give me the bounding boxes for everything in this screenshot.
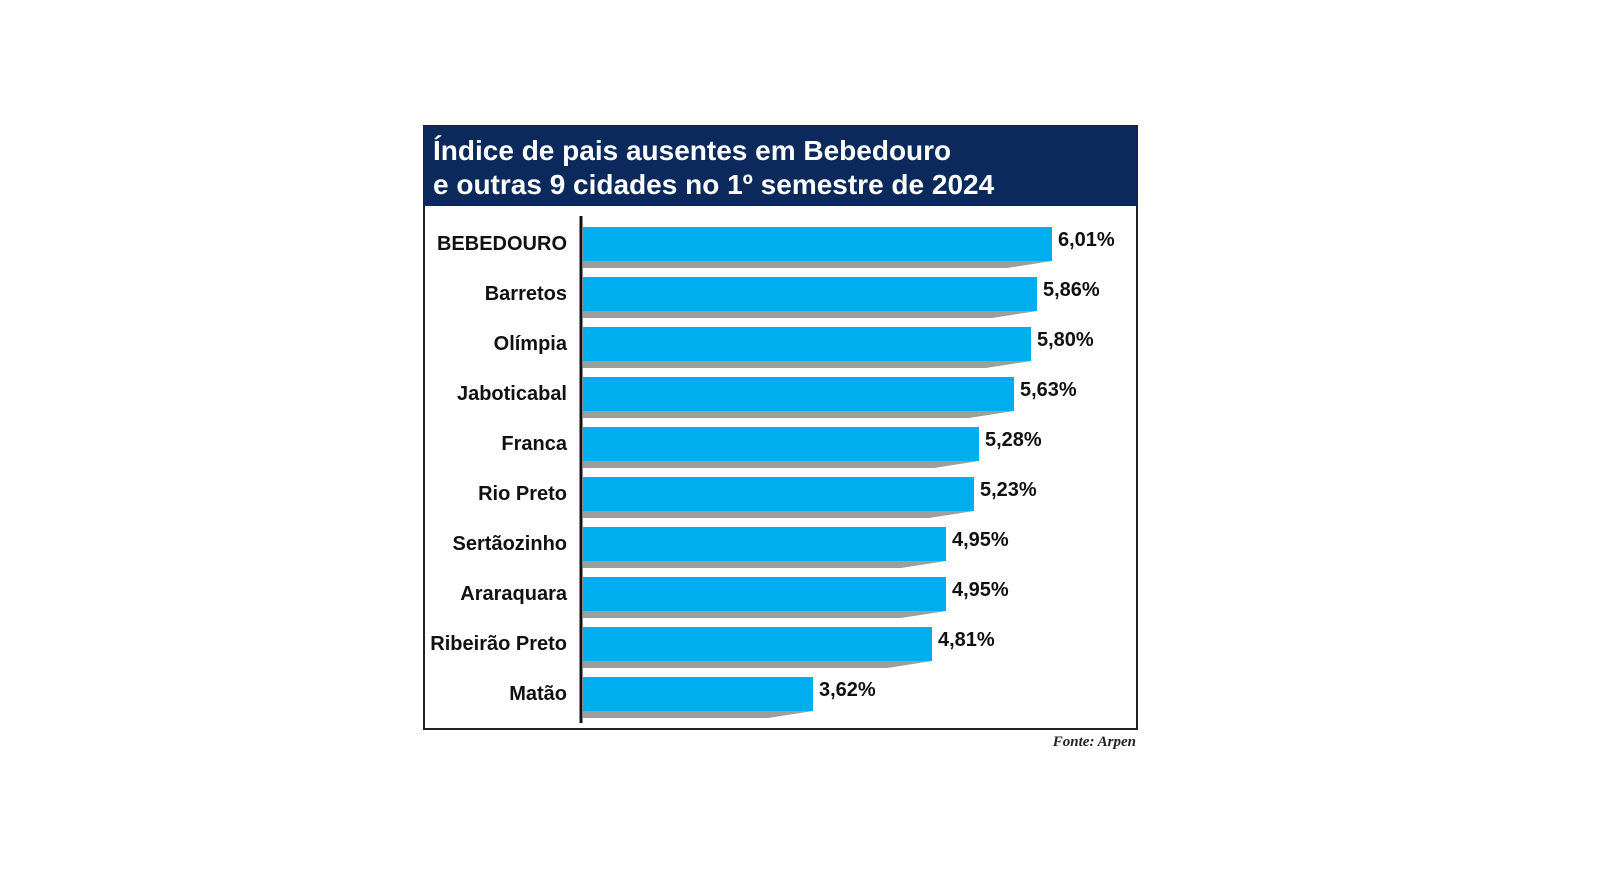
bar <box>583 227 1052 261</box>
value-label: 3,62% <box>819 679 876 701</box>
value-label: 4,81% <box>938 629 995 651</box>
value-label: 5,28% <box>985 429 1042 451</box>
value-label: 6,01% <box>1058 229 1115 251</box>
bar <box>583 527 946 561</box>
bar <box>583 427 979 461</box>
value-label: 4,95% <box>952 579 1009 601</box>
value-label: 5,63% <box>1020 379 1077 401</box>
bar-shadow <box>583 611 946 618</box>
bar-shadow <box>583 461 979 468</box>
bar-shadow <box>583 511 974 518</box>
chart-title-line-2: e outras 9 cidades no 1º semestre de 202… <box>433 169 995 200</box>
bar <box>583 377 1014 411</box>
category-label: Franca <box>501 433 567 455</box>
category-label: Jaboticabal <box>457 383 567 405</box>
bar-shadow <box>583 561 946 568</box>
bar-shadow <box>583 311 1037 318</box>
bar <box>583 277 1037 311</box>
category-label: Araraquara <box>460 583 568 605</box>
bar-shadow <box>583 261 1052 268</box>
value-label: 5,86% <box>1043 279 1100 301</box>
bar <box>583 577 946 611</box>
chart-title-line-1: Índice de pais ausentes em Bebedouro <box>433 135 951 166</box>
bar <box>583 627 932 661</box>
value-label: 5,23% <box>980 479 1037 501</box>
bar <box>583 677 813 711</box>
bar-shadow <box>583 411 1014 418</box>
category-label: Barretos <box>485 283 567 305</box>
bar-shadow <box>583 661 932 668</box>
category-label: Olímpia <box>494 333 568 355</box>
category-label: Rio Preto <box>478 483 567 505</box>
value-label: 4,95% <box>952 529 1009 551</box>
category-label: BEBEDOURO <box>437 233 567 255</box>
chart-source: Fonte: Arpen <box>1052 734 1136 750</box>
bar <box>583 327 1031 361</box>
bar-shadow <box>583 711 813 718</box>
category-label: Sertãozinho <box>453 533 567 555</box>
category-label: Matão <box>509 683 567 705</box>
value-label: 5,80% <box>1037 329 1094 351</box>
bar <box>583 477 974 511</box>
category-label: Ribeirão Preto <box>430 633 567 655</box>
chart-header <box>424 126 1137 206</box>
bar-shadow <box>583 361 1031 368</box>
